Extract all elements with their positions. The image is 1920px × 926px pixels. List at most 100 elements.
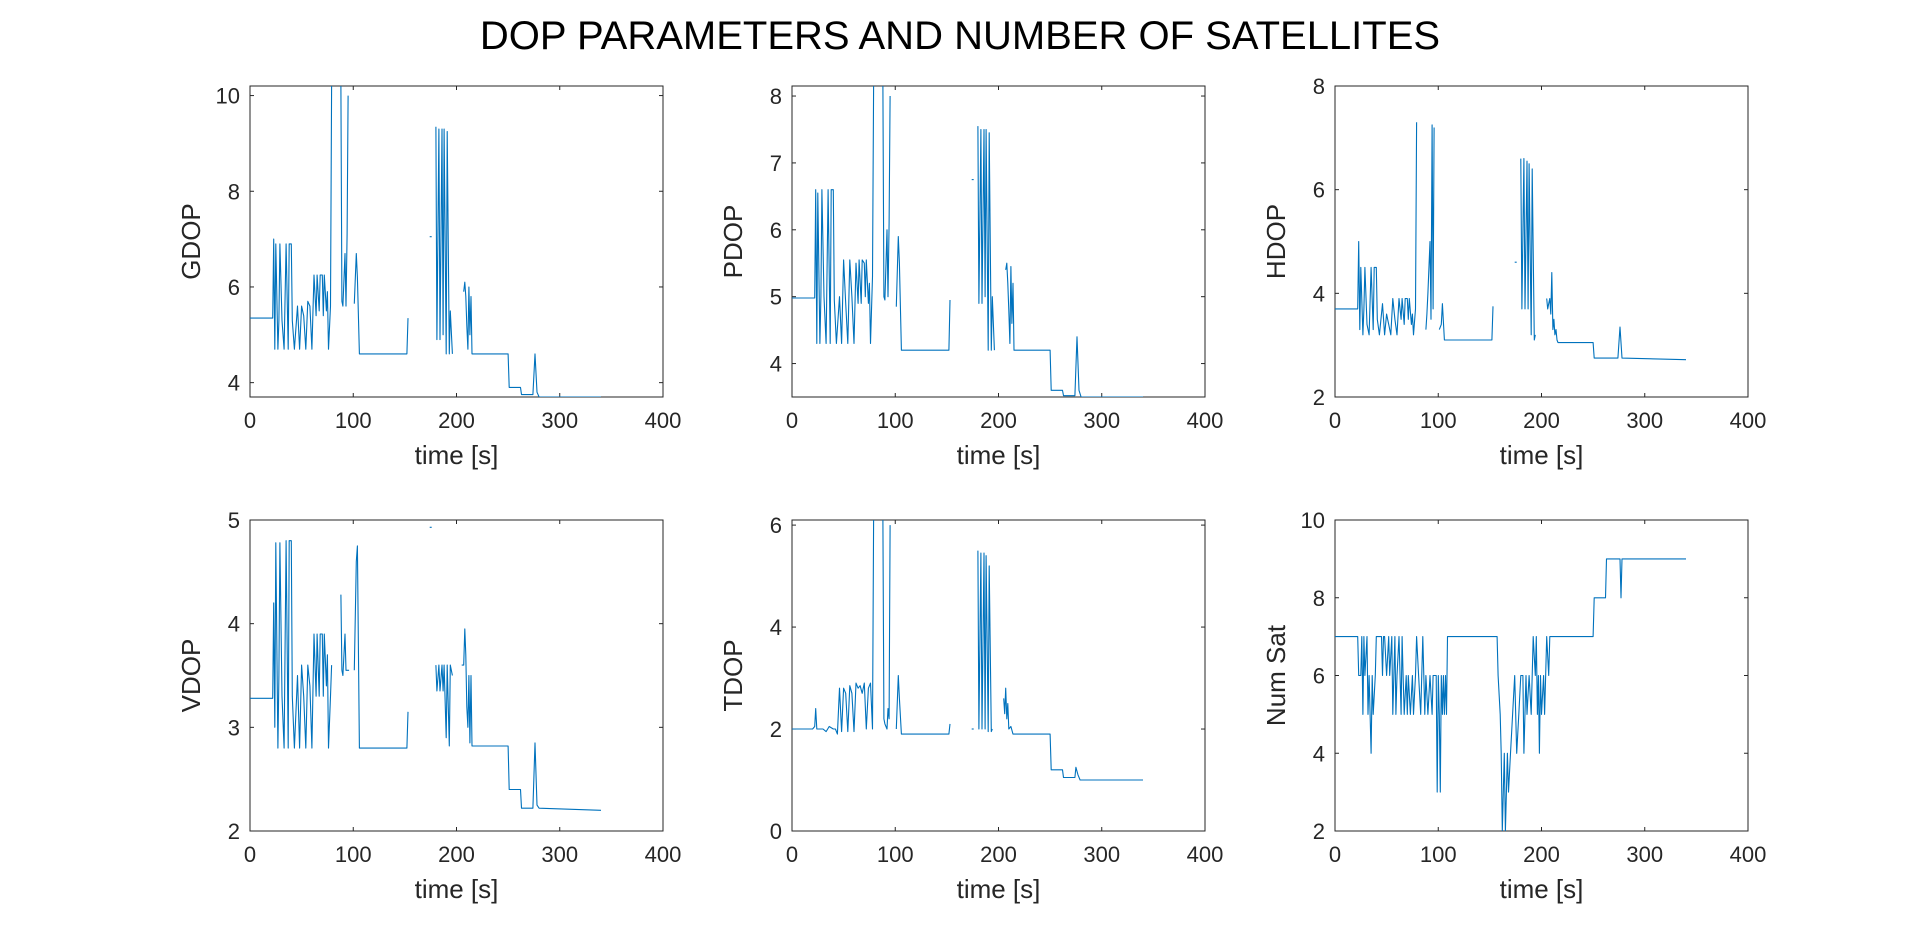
series-line <box>977 126 995 351</box>
y-axis-label: GDOP <box>176 203 206 280</box>
subplot-pdop: 0 100 200 300 400 4 5 6 7 8 time [s] PDOP <box>718 84 1223 470</box>
x-tick-label: 0 <box>1329 842 1341 867</box>
subplot-hdop: 0 100 200 300 400 2 4 6 8 time [s] HDOP <box>1261 74 1766 470</box>
y-tick-label: 2 <box>1313 819 1325 844</box>
x-tick-label: 400 <box>1187 408 1224 433</box>
x-tick-label: 0 <box>786 842 798 867</box>
plot-area <box>249 519 664 832</box>
x-tick-label: 300 <box>1626 842 1663 867</box>
x-tick-label: 200 <box>1523 842 1560 867</box>
plot-area <box>1334 519 1749 832</box>
y-axis-label: Num Sat <box>1261 624 1291 726</box>
plot-area <box>249 85 664 398</box>
x-axis-label: time [s] <box>957 874 1041 904</box>
series-line <box>895 235 951 351</box>
x-tick-label: 100 <box>335 408 372 433</box>
y-tick-label: 3 <box>228 715 240 740</box>
series-line <box>340 594 350 677</box>
y-tick-label: 2 <box>1313 385 1325 410</box>
series-line <box>882 520 891 730</box>
y-axis-label: PDOP <box>718 205 748 279</box>
x-tick-label: 0 <box>244 842 256 867</box>
y-tick-label: 4 <box>228 371 240 396</box>
x-tick-label: 100 <box>335 842 372 867</box>
y-tick-label: 10 <box>216 84 240 109</box>
plot-area <box>1334 85 1749 398</box>
series-line <box>882 86 891 301</box>
x-tick-label: 200 <box>980 842 1017 867</box>
figure-title: DOP PARAMETERS AND NUMBER OF SATELLITES <box>479 14 1441 58</box>
y-tick-label: 10 <box>1301 508 1325 533</box>
y-tick-label: 2 <box>228 819 240 844</box>
y-tick-label: 4 <box>1313 741 1325 766</box>
x-tick-label: 300 <box>541 408 578 433</box>
series-line <box>340 86 349 307</box>
series-line <box>1546 272 1687 361</box>
y-tick-label: 6 <box>1313 664 1325 689</box>
series-line <box>977 550 993 733</box>
x-axis-label: time [s] <box>1500 440 1584 470</box>
x-tick-label: 300 <box>1626 408 1663 433</box>
series-line <box>1438 303 1494 341</box>
y-axis-label: TDOP <box>718 639 748 711</box>
series-line <box>1335 558 1686 831</box>
series-line <box>1425 124 1435 330</box>
y-tick-label: 4 <box>770 352 782 377</box>
y-tick-label: 5 <box>228 508 240 533</box>
series-line <box>461 628 602 811</box>
plot-area <box>791 85 1206 398</box>
series-line <box>1335 122 1418 336</box>
x-tick-label: 400 <box>645 408 682 433</box>
x-tick-label: 400 <box>1730 408 1767 433</box>
x-tick-label: 300 <box>1083 408 1120 433</box>
subplot-gdop: 0 100 200 300 400 4 6 8 10 time [s] GDOP <box>176 84 681 470</box>
y-tick-label: 6 <box>770 218 782 243</box>
y-tick-label: 4 <box>228 612 240 637</box>
y-axis-label: HDOP <box>1261 204 1291 279</box>
plot-area <box>791 519 1206 832</box>
x-tick-label: 400 <box>645 842 682 867</box>
y-tick-label: 8 <box>228 179 240 204</box>
subplot-num-sat: 0 100 200 300 400 2 4 6 8 10 time [s] Num Sat <box>1261 508 1766 904</box>
y-tick-label: 8 <box>1313 74 1325 99</box>
x-tick-label: 100 <box>1420 408 1457 433</box>
y-axis-label: VDOP <box>176 639 206 713</box>
x-tick-label: 400 <box>1730 842 1767 867</box>
series-line <box>1003 687 1143 781</box>
y-tick-label: 6 <box>228 275 240 300</box>
x-axis-label: time [s] <box>1500 874 1584 904</box>
x-tick-label: 0 <box>786 408 798 433</box>
x-tick-label: 200 <box>438 408 475 433</box>
x-tick-label: 300 <box>541 842 578 867</box>
x-tick-label: 200 <box>1523 408 1560 433</box>
y-tick-label: 6 <box>770 513 782 538</box>
y-tick-label: 8 <box>1313 586 1325 611</box>
subplot-tdop: 0 100 200 300 400 0 2 4 6 time [s] TDOP <box>718 513 1223 904</box>
series-line <box>250 540 333 749</box>
series-line <box>250 86 333 350</box>
x-axis-label: time [s] <box>957 440 1041 470</box>
series-line <box>463 281 601 397</box>
y-tick-label: 4 <box>1313 281 1325 306</box>
x-tick-label: 300 <box>1083 842 1120 867</box>
x-tick-label: 100 <box>877 842 914 867</box>
series-line <box>1005 262 1143 397</box>
y-tick-label: 5 <box>770 285 782 310</box>
x-tick-label: 200 <box>980 408 1017 433</box>
series-line <box>353 545 409 749</box>
y-tick-label: 0 <box>770 819 782 844</box>
series-line <box>792 520 875 735</box>
series-line <box>1520 158 1536 341</box>
subplot-vdop: 0 100 200 300 400 2 3 4 5 time [s] VDOP <box>176 508 681 904</box>
x-axis-label: time [s] <box>415 874 499 904</box>
series-line <box>895 674 951 735</box>
x-tick-label: 0 <box>244 408 256 433</box>
x-axis-label: time [s] <box>415 440 499 470</box>
series-line <box>353 252 409 355</box>
y-tick-label: 8 <box>770 84 782 109</box>
series-line <box>792 86 875 345</box>
x-tick-label: 100 <box>877 408 914 433</box>
y-tick-label: 7 <box>770 151 782 176</box>
x-tick-label: 400 <box>1187 842 1224 867</box>
